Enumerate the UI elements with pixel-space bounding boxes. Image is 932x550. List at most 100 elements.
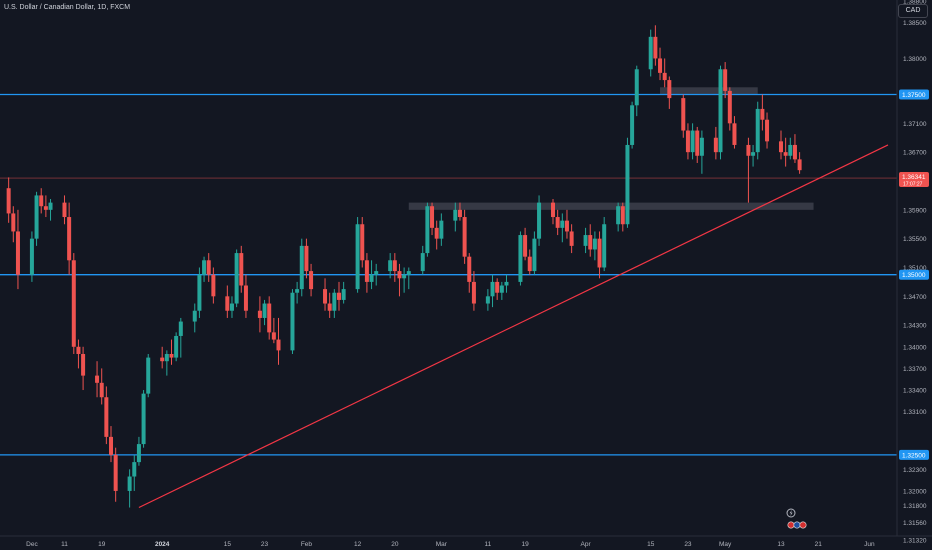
candle[interactable]	[467, 253, 472, 293]
candle[interactable]	[597, 231, 602, 279]
candle[interactable]	[723, 62, 728, 99]
candle[interactable]	[127, 469, 132, 508]
currency-badge[interactable]: CAD	[898, 4, 928, 18]
candle[interactable]	[527, 249, 532, 275]
candle[interactable]	[132, 454, 137, 491]
candle[interactable]	[197, 267, 202, 318]
candle[interactable]	[434, 220, 439, 250]
candle[interactable]	[620, 202, 625, 232]
candle[interactable]	[783, 137, 788, 167]
candle[interactable]	[406, 267, 411, 290]
candle[interactable]	[178, 317, 183, 358]
candle[interactable]	[523, 227, 528, 261]
candle[interactable]	[164, 350, 169, 376]
candle[interactable]	[685, 123, 690, 160]
candle[interactable]	[243, 274, 248, 318]
candle[interactable]	[304, 238, 309, 279]
candle[interactable]	[713, 126, 718, 160]
candle[interactable]	[778, 130, 783, 160]
candle[interactable]	[355, 217, 360, 293]
candle[interactable]	[425, 202, 430, 257]
candle[interactable]	[453, 202, 458, 232]
candle[interactable]	[6, 177, 11, 223]
candle[interactable]	[471, 271, 476, 311]
candle[interactable]	[760, 94, 765, 131]
candle[interactable]	[695, 126, 700, 163]
candle[interactable]	[290, 289, 295, 354]
candle[interactable]	[360, 217, 365, 268]
candle[interactable]	[602, 217, 607, 272]
candle[interactable]	[653, 25, 658, 66]
candle[interactable]	[309, 263, 314, 297]
candle[interactable]	[457, 202, 462, 221]
candle[interactable]	[560, 213, 565, 243]
candle[interactable]	[439, 213, 444, 246]
candle[interactable]	[29, 231, 34, 282]
candle[interactable]	[169, 339, 174, 365]
candle[interactable]	[43, 195, 48, 218]
event-icons[interactable]	[786, 508, 810, 537]
candle[interactable]	[532, 231, 537, 275]
candle[interactable]	[336, 281, 341, 311]
candle[interactable]	[751, 144, 756, 167]
candle[interactable]	[48, 199, 53, 221]
trendline[interactable]	[138, 144, 889, 509]
candle[interactable]	[485, 289, 490, 311]
candle[interactable]	[490, 274, 495, 308]
candle[interactable]	[420, 245, 425, 275]
candle[interactable]	[323, 278, 328, 311]
candle[interactable]	[392, 253, 397, 282]
candle[interactable]	[327, 292, 332, 318]
candle[interactable]	[555, 209, 560, 236]
candle[interactable]	[430, 202, 435, 236]
candle[interactable]	[341, 281, 346, 304]
candle[interactable]	[592, 231, 597, 261]
candle[interactable]	[262, 299, 267, 326]
candle[interactable]	[239, 245, 244, 293]
candle[interactable]	[792, 134, 797, 163]
candle[interactable]	[229, 296, 234, 318]
candle[interactable]	[295, 281, 300, 304]
candle[interactable]	[234, 249, 239, 308]
candle[interactable]	[499, 281, 504, 300]
candle[interactable]	[76, 339, 81, 369]
candle[interactable]	[402, 267, 407, 293]
candle[interactable]	[99, 368, 104, 405]
candle[interactable]	[462, 209, 467, 264]
candle[interactable]	[504, 274, 509, 293]
candle[interactable]	[206, 253, 211, 282]
candle[interactable]	[690, 123, 695, 160]
candle[interactable]	[788, 137, 793, 160]
candle[interactable]	[564, 209, 569, 239]
candle[interactable]	[727, 87, 732, 131]
candle[interactable]	[299, 238, 304, 297]
candle[interactable]	[765, 112, 770, 149]
candle[interactable]	[755, 101, 760, 160]
candle[interactable]	[369, 260, 374, 290]
candle[interactable]	[104, 386, 109, 445]
candle[interactable]	[141, 390, 146, 448]
candle[interactable]	[616, 202, 621, 232]
candle[interactable]	[71, 253, 76, 354]
candle[interactable]	[681, 94, 686, 138]
candle[interactable]	[34, 191, 39, 246]
candle[interactable]	[113, 447, 118, 502]
lightning-icon[interactable]	[786, 508, 796, 518]
candle[interactable]	[257, 296, 262, 333]
candle[interactable]	[537, 195, 542, 246]
candle[interactable]	[746, 137, 751, 203]
candle[interactable]	[374, 263, 379, 286]
candle[interactable]	[364, 253, 369, 293]
candle[interactable]	[276, 317, 281, 365]
candle[interactable]	[495, 278, 500, 300]
candle[interactable]	[109, 426, 114, 463]
candle[interactable]	[625, 137, 630, 228]
candle[interactable]	[699, 130, 704, 174]
candle[interactable]	[662, 58, 667, 88]
candle[interactable]	[160, 346, 165, 369]
candle[interactable]	[11, 206, 16, 243]
candle[interactable]	[174, 332, 179, 362]
candle[interactable]	[634, 65, 639, 117]
candle[interactable]	[388, 253, 393, 279]
